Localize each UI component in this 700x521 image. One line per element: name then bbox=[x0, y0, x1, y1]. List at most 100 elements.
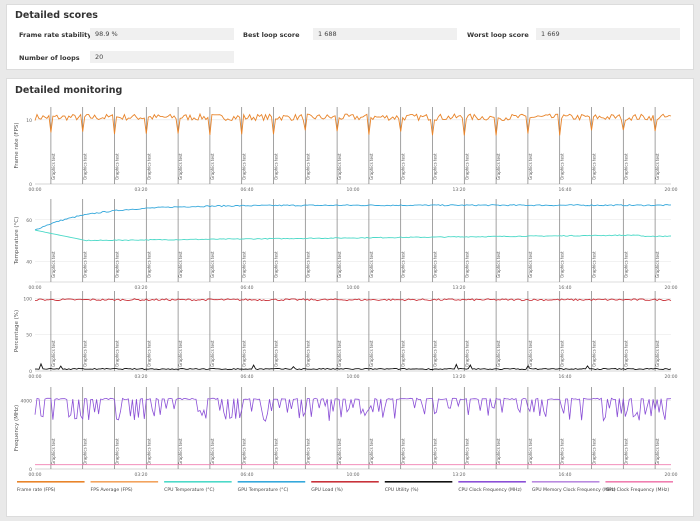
temperature-graphics-test-label: Graphics test bbox=[305, 251, 310, 278]
detailed-monitoring-title: Detailed monitoring bbox=[15, 85, 123, 96]
percentage-graphics-test-label: Graphics test bbox=[496, 340, 501, 367]
frame-rate-graphics-test-label: Graphics test bbox=[464, 153, 469, 180]
detailed-scores-panel: Detailed scores Frame rate stability 98.… bbox=[6, 4, 694, 70]
percentage-ytick-label: 100 bbox=[23, 296, 32, 302]
temperature-xtick-label: 10:00 bbox=[347, 285, 360, 291]
frame-rate-graphics-test-label: Graphics test bbox=[305, 153, 310, 180]
frame-rate-graphics-test-label: Graphics test bbox=[242, 153, 247, 180]
percentage-graphics-test-label: Graphics test bbox=[623, 340, 628, 367]
frame-rate-graphics-test-label: Graphics test bbox=[623, 153, 628, 180]
detailed-scores-title: Detailed scores bbox=[15, 10, 98, 21]
percentage-graphics-test-label: Graphics test bbox=[560, 340, 565, 367]
frame-rate-xtick-label: 06:40 bbox=[241, 187, 254, 193]
temperature-xtick-label: 20:00 bbox=[665, 285, 678, 291]
percentage-xtick-label: 20:00 bbox=[665, 374, 678, 380]
temperature-graphics-test-label: Graphics test bbox=[210, 251, 215, 278]
percentage-graphics-test-label: Graphics test bbox=[146, 340, 151, 367]
frame-rate-graphics-test-label: Graphics test bbox=[51, 153, 56, 180]
percentage-graphics-test-label: Graphics test bbox=[242, 340, 247, 367]
temperature-xtick-label: 13:20 bbox=[453, 285, 466, 291]
temperature-graphics-test-label: Graphics test bbox=[528, 251, 533, 278]
monitoring-charts: 0 10 Frame rate (FPS) 00:00 03:20 06:40 10:00 1… bbox=[14, 107, 678, 493]
legend-swatch bbox=[384, 481, 453, 483]
best-loop-score-label: Best loop score bbox=[243, 31, 300, 39]
frequency-graphics-test-label: Graphics test bbox=[146, 438, 151, 465]
legend-entry: GPU Memory Clock Frequency (MHz) bbox=[532, 487, 616, 493]
temperature-graphics-test-label: Graphics test bbox=[401, 251, 406, 278]
frame-rate-graphics-test-label: Graphics test bbox=[369, 153, 374, 180]
frequency-graphics-test-label: Graphics test bbox=[433, 438, 438, 465]
frequency-graphics-test-label: Graphics test bbox=[337, 438, 342, 465]
frame-rate-graphics-test-label: Graphics test bbox=[210, 153, 215, 180]
frame-rate-xtick-label: 00:00 bbox=[29, 187, 42, 193]
temperature-graphics-test-label: Graphics test bbox=[146, 251, 151, 278]
temperature-graphics-test-label: Graphics test bbox=[242, 251, 247, 278]
temperature-graphics-test-label: Graphics test bbox=[369, 251, 374, 278]
temperature-xtick-label: 16:40 bbox=[559, 285, 572, 291]
percentage-xtick-label: 13:20 bbox=[453, 374, 466, 380]
percentage-graphics-test-label: Graphics test bbox=[433, 340, 438, 367]
frequency-graphics-test-label: Graphics test bbox=[210, 438, 215, 465]
temperature-graphics-test-label: Graphics test bbox=[623, 251, 628, 278]
detailed-monitoring-panel: Detailed monitoring 0 10 Frame rate (FPS) 0… bbox=[6, 78, 694, 517]
percentage-xtick-label: 03:20 bbox=[135, 374, 148, 380]
percentage-series-cpu-util bbox=[35, 362, 672, 371]
frequency-graphics-test-label: Graphics test bbox=[51, 438, 56, 465]
temperature-graphics-test-label: Graphics test bbox=[655, 251, 660, 278]
frame-rate-chart: 0 10 Frame rate (FPS) 00:00 03:20 06:40 10:00 1… bbox=[14, 107, 678, 193]
temperature-graphics-test-label: Graphics test bbox=[560, 251, 565, 278]
percentage-graphics-test-label: Graphics test bbox=[592, 340, 597, 367]
percentage-chart: 0 50 100 Percentage (%) 00:00 03:20 06:40 10:00… bbox=[14, 291, 678, 380]
legend-entry: GPU Clock Frequency (MHz) bbox=[605, 487, 669, 493]
legend-swatch bbox=[311, 481, 379, 483]
percentage-graphics-test-label: Graphics test bbox=[274, 340, 279, 367]
percentage-graphics-test-label: Graphics test bbox=[337, 340, 342, 367]
legend-entry: GPU Load (%) bbox=[311, 487, 343, 493]
frame-rate-graphics-test-label: Graphics test bbox=[83, 153, 88, 180]
temperature-graphics-test-label: Graphics test bbox=[274, 251, 279, 278]
temperature-graphics-test-label: Graphics test bbox=[115, 251, 120, 278]
temperature-graphics-test-label: Graphics test bbox=[83, 251, 88, 278]
frame-rate-graphics-test-label: Graphics test bbox=[496, 153, 501, 180]
frequency-y-axis-label: Frequency (MHz) bbox=[14, 405, 20, 451]
legend-swatch bbox=[90, 481, 159, 483]
legend-entry: CPU Temperature (°C) bbox=[164, 487, 215, 493]
temperature-graphics-test-label: Graphics test bbox=[51, 251, 56, 278]
percentage-y-axis-label: Percentage (%) bbox=[14, 310, 20, 352]
frame-rate-xtick-label: 16:40 bbox=[559, 187, 572, 193]
frequency-xtick-label: 03:20 bbox=[135, 472, 148, 478]
frame-rate-graphics-test-label: Graphics test bbox=[528, 153, 533, 180]
temperature-y-axis-label: Temperature (°C) bbox=[14, 217, 20, 265]
frame-rate-graphics-test-label: Graphics test bbox=[146, 153, 151, 180]
percentage-graphics-test-label: Graphics test bbox=[83, 340, 88, 367]
frame-rate-series-fps bbox=[34, 112, 672, 136]
percentage-graphics-test-label: Graphics test bbox=[51, 340, 56, 367]
frequency-graphics-test-label: Graphics test bbox=[369, 438, 374, 465]
frequency-graphics-test-label: Graphics test bbox=[592, 438, 597, 465]
frequency-xtick-label: 20:00 bbox=[665, 472, 678, 478]
number-of-loops-value: 20 bbox=[90, 51, 234, 63]
legend-swatch bbox=[531, 481, 600, 483]
percentage-graphics-test-label: Graphics test bbox=[305, 340, 310, 367]
frequency-xtick-label: 00:00 bbox=[29, 472, 42, 478]
frame-rate-graphics-test-label: Graphics test bbox=[115, 153, 120, 180]
frame-rate-xtick-label: 10:00 bbox=[347, 187, 360, 193]
frequency-graphics-test-label: Graphics test bbox=[401, 438, 406, 465]
frequency-graphics-test-label: Graphics test bbox=[464, 438, 469, 465]
legend-swatch bbox=[17, 481, 85, 483]
frequency-graphics-test-label: Graphics test bbox=[560, 438, 565, 465]
percentage-graphics-test-label: Graphics test bbox=[178, 340, 183, 367]
frame-rate-graphics-test-label: Graphics test bbox=[433, 153, 438, 180]
frame-rate-ytick-label: 0 bbox=[29, 182, 32, 188]
legend-swatch bbox=[458, 481, 526, 483]
frequency-graphics-test-label: Graphics test bbox=[496, 438, 501, 465]
worst-loop-score-value: 1 669 bbox=[536, 28, 680, 40]
legend-swatch bbox=[164, 481, 232, 483]
percentage-xtick-label: 00:00 bbox=[29, 374, 42, 380]
temperature-xtick-label: 03:20 bbox=[135, 285, 148, 291]
frame-rate-graphics-test-label: Graphics test bbox=[592, 153, 597, 180]
percentage-ytick-label: 50 bbox=[26, 333, 32, 339]
frequency-series-cpu-clock bbox=[34, 397, 672, 422]
frequency-graphics-test-label: Graphics test bbox=[655, 438, 660, 465]
